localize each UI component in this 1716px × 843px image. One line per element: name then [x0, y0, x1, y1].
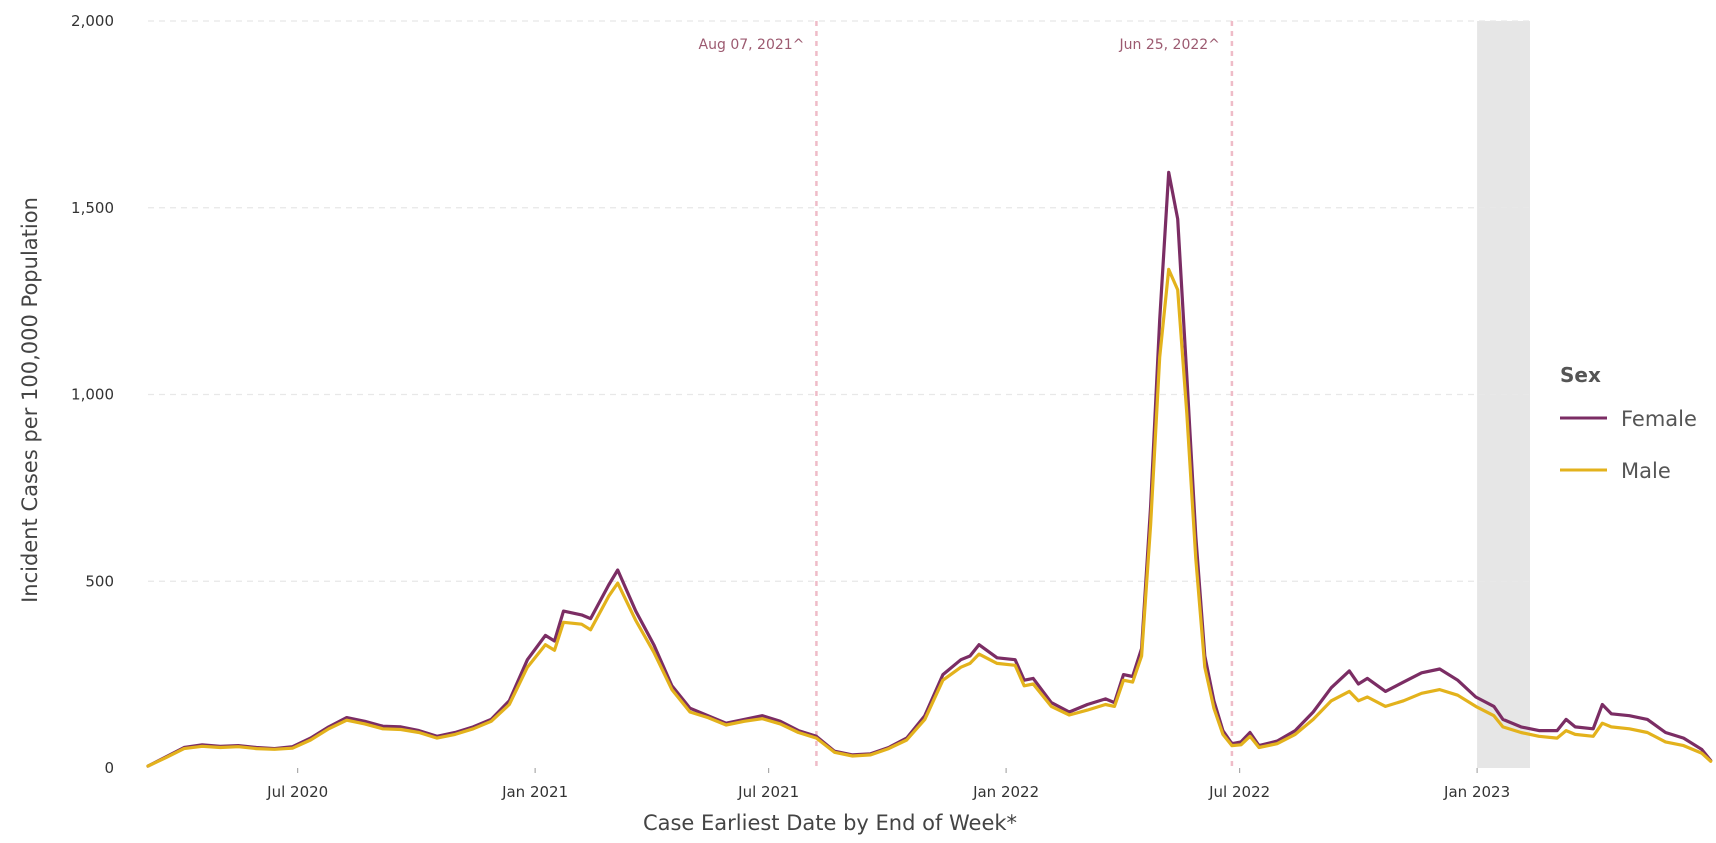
x-tick-label: Jan 2022 [972, 783, 1039, 801]
x-axis-title: Case Earliest Date by End of Week* [643, 811, 1017, 835]
y-tick-label: 2,000 [71, 12, 114, 30]
x-tick-label: Jan 2023 [1443, 783, 1510, 801]
y-tick-label: 500 [85, 572, 114, 590]
x-tick-label: Jan 2021 [501, 783, 568, 801]
y-tick-label: 0 [104, 759, 114, 777]
series-line-female [146, 170, 1713, 768]
y-axis-ticks: 0 500 1,000 1,500 2,000 [71, 12, 114, 777]
y-axis-title: Incident Cases per 100,000 Population [18, 197, 42, 603]
gridlines [148, 20, 1530, 582]
series-line-male [146, 267, 1713, 768]
y-tick-label: 1,000 [71, 386, 114, 404]
y-tick-label: 1,500 [71, 199, 114, 217]
x-tick-label: Jul 2020 [266, 783, 328, 801]
legend-title: Sex [1560, 363, 1601, 387]
legend-label-female: Female [1621, 407, 1697, 431]
x-tick-label: Jul 2022 [1208, 783, 1270, 801]
annotations: Aug 07, 2021^ Jun 25, 2022^ [699, 21, 1234, 768]
annotation-label: Jun 25, 2022^ [1119, 37, 1220, 53]
x-tick-label: Jul 2021 [737, 783, 799, 801]
x-axis-ticks: Jul 2020 Jan 2021 Jul 2021 Jan 2022 Jul 2022… [266, 768, 1510, 801]
legend: Sex Female Male [1560, 363, 1697, 483]
annotation-label: Aug 07, 2021^ [699, 37, 805, 53]
series-lines [146, 170, 1713, 768]
legend-label-male: Male [1621, 459, 1671, 483]
